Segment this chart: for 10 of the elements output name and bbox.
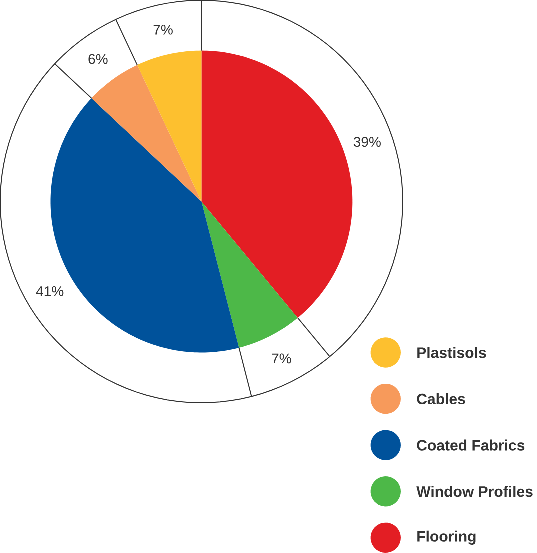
legend-label: Window Profiles — [416, 486, 533, 498]
data-label: 7% — [272, 354, 292, 364]
data-label: 41% — [36, 286, 64, 296]
legend-label: Plastisols — [418, 347, 486, 358]
data-label: 6% — [88, 54, 108, 64]
data-label: 7% — [154, 24, 174, 35]
legend-label: Cables — [417, 394, 466, 405]
legend-label: Coated Fabrics — [417, 440, 525, 451]
legend-label: Flooring — [418, 530, 476, 545]
data-label: 39% — [354, 137, 382, 148]
